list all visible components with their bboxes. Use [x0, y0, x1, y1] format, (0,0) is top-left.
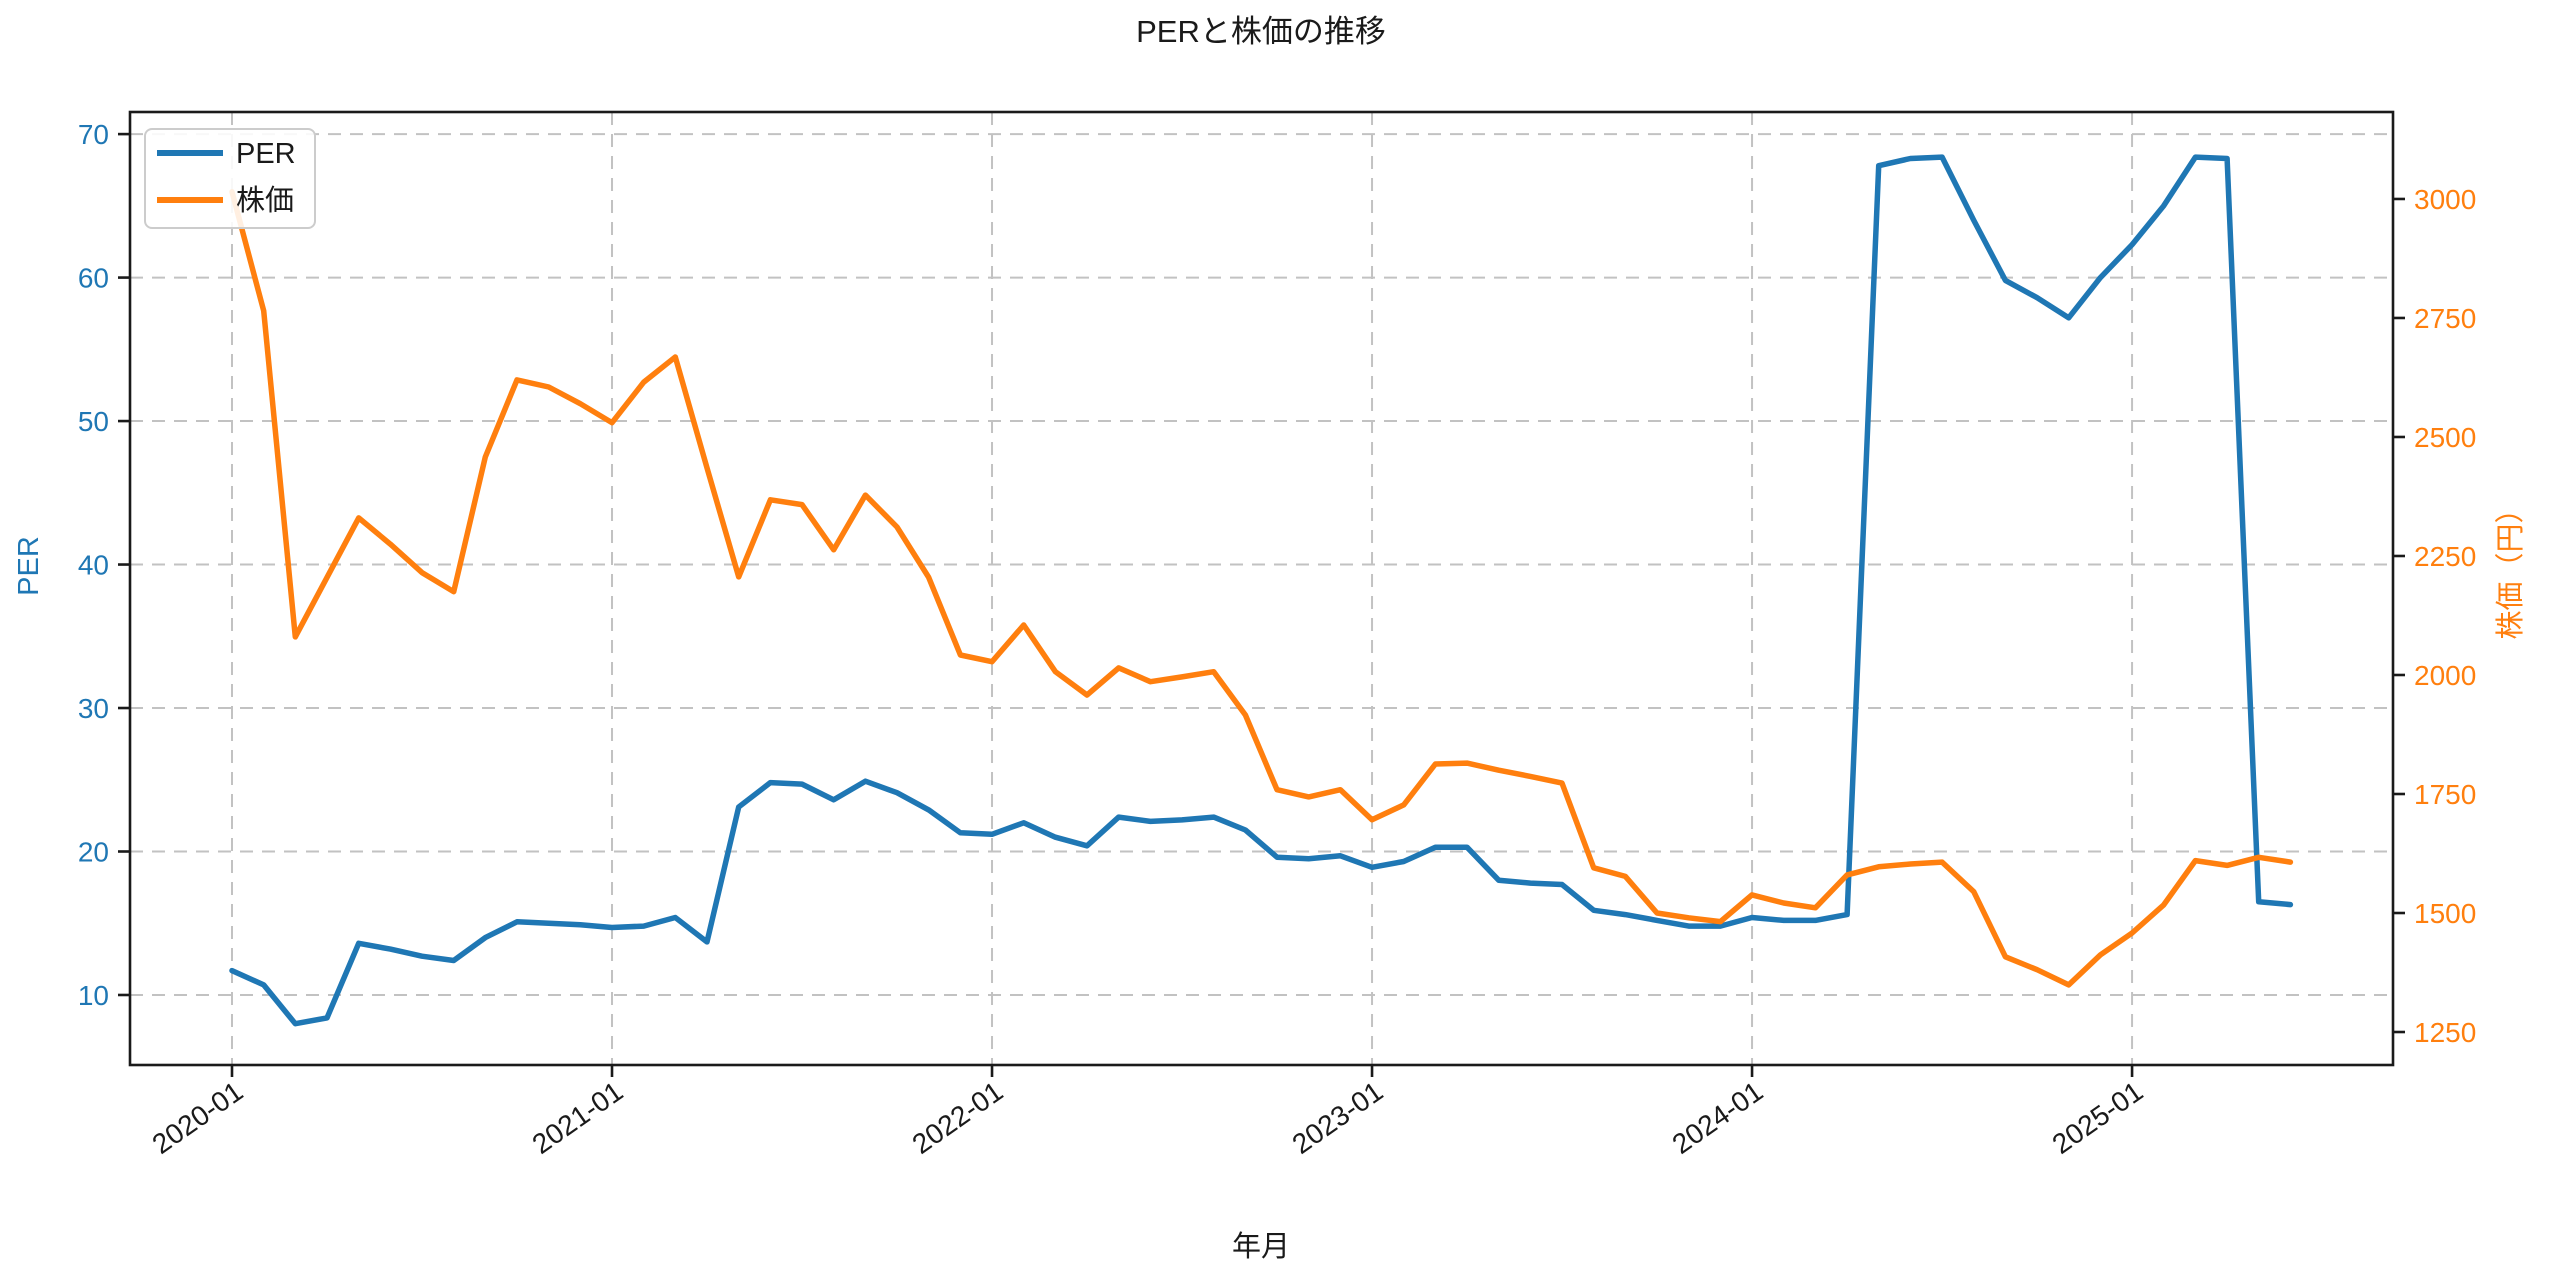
- right-tick-label: 1750: [2414, 779, 2476, 810]
- left-tick-label: 30: [78, 693, 109, 724]
- stock-price-line: [229, 189, 2294, 988]
- x-tick-label: 2021-01: [526, 1076, 628, 1160]
- x-tick-label: 2024-01: [1667, 1076, 1769, 1160]
- axis-tick-labels: 10 20 30 40 50 60 70 1250 1500 1750 2000 2250 2500 27…: [78, 119, 2476, 1160]
- gridlines: [130, 112, 2393, 1065]
- x-tick-label: 2022-01: [907, 1076, 1009, 1160]
- right-tick-label: 2250: [2414, 541, 2476, 572]
- left-tick-label: 40: [78, 550, 109, 581]
- left-tick-label: 60: [78, 263, 109, 294]
- x-tick-label: 2023-01: [1287, 1076, 1389, 1160]
- series-lines: [229, 154, 2294, 1027]
- left-tick-label: 10: [78, 980, 109, 1011]
- legend: PER 株価: [144, 128, 316, 229]
- left-tick-label: 50: [78, 406, 109, 437]
- left-tick-label: 70: [78, 119, 109, 150]
- per-line: [229, 154, 2294, 1027]
- chart-title: PERと株価の推移: [1136, 14, 1386, 49]
- plot-border: [128, 110, 2395, 1067]
- left-axis-label: PER: [13, 536, 45, 596]
- left-tick-label: 20: [78, 837, 109, 868]
- x-tick-label: 2020-01: [146, 1076, 248, 1160]
- plot-spines: [128, 110, 2395, 1067]
- right-tick-label: 3000: [2414, 184, 2476, 215]
- right-axis-label: 株価（円）: [2494, 494, 2527, 639]
- right-tick-label: 2500: [2414, 422, 2476, 453]
- right-tick-label: 1250: [2414, 1017, 2476, 1048]
- right-tick-label: 2000: [2414, 660, 2476, 691]
- legend-stock-label: 株価: [236, 184, 294, 217]
- x-tick-label: 2025-01: [2047, 1076, 2149, 1160]
- right-tick-label: 1500: [2414, 898, 2476, 929]
- x-axis-label: 年月: [1232, 1230, 1290, 1263]
- legend-per-label: PER: [236, 138, 296, 170]
- right-tick-label: 2750: [2414, 303, 2476, 334]
- axis-ticks: [118, 132, 2405, 1077]
